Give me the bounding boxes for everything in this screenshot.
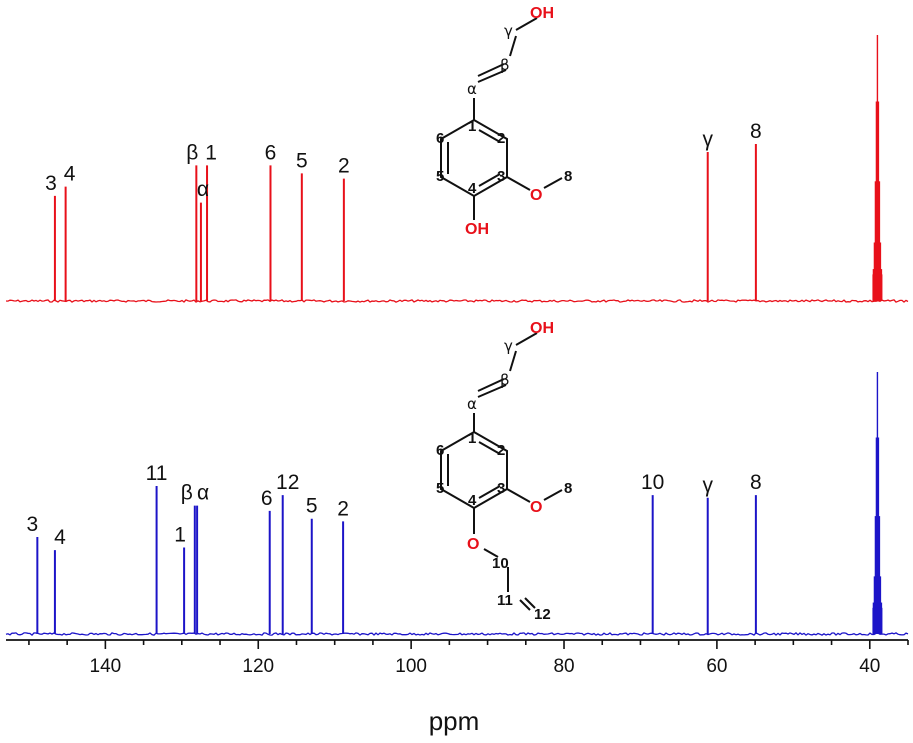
peak-label-bottom-11: γ — [702, 474, 713, 497]
peak-label-bottom-12: 8 — [750, 471, 762, 494]
structure-bottom-atom-beta: β — [500, 371, 510, 389]
structure-top-atom-6: 6 — [436, 130, 444, 147]
peak-label-bottom-2: 11 — [146, 462, 168, 485]
peak-label-top-7: 2 — [338, 155, 350, 178]
peak-label-bottom-5: α — [197, 482, 209, 505]
peak-label-bottom-9: 2 — [337, 497, 349, 520]
x-axis-title: ppm — [429, 706, 480, 736]
spectrum-baseline-top — [5, 299, 909, 303]
structure-top-atom-alpha: α — [467, 80, 477, 98]
peak-label-bottom-6: 6 — [261, 487, 273, 510]
peak-label-top-0: 3 — [45, 172, 57, 195]
spectrum-baseline-bottom — [5, 632, 909, 636]
x-tick-label: 140 — [90, 656, 122, 677]
peak-label-bottom-8: 5 — [306, 495, 318, 518]
structure-bottom-atom-o-ether: O — [467, 536, 479, 553]
structure-top-atom-beta: β — [500, 56, 510, 74]
peak-label-top-6: 5 — [296, 149, 308, 172]
structure-bottom-atom-10: 10 — [492, 555, 509, 572]
peak-label-bottom-1: 4 — [54, 526, 66, 549]
structure-top-atom-2: 2 — [497, 130, 505, 147]
structure-bottom-atom-6: 6 — [436, 442, 444, 459]
peak-label-bottom-10: 10 — [641, 471, 664, 494]
peak-label-top-8: γ — [702, 128, 713, 151]
structure-bottom-atom-o-methoxy: O — [530, 499, 542, 516]
peak-label-top-3: α — [197, 178, 209, 201]
solvent-peak-top — [872, 35, 883, 301]
structure-bottom-atom-5: 5 — [436, 480, 444, 497]
solvent-peak-bottom — [872, 372, 883, 634]
structure-bottom-atom-3: 3 — [497, 480, 505, 497]
x-tick-label: 60 — [706, 656, 727, 677]
structure-top: OH γ β α 1 2 3 4 5 6 O 8 OH — [436, 5, 572, 238]
peak-label-top-1: 4 — [64, 163, 76, 186]
structure-top-atom-oh-top: OH — [530, 5, 554, 22]
structure-top-atom-gamma: γ — [504, 22, 513, 40]
structure-bottom-atom-alpha: α — [467, 395, 477, 413]
peak-label-bottom-4: β — [181, 482, 193, 505]
peak-label-bottom-0: 3 — [26, 513, 38, 536]
spectra-layer — [5, 35, 909, 636]
structure-bottom-atom-11: 11 — [497, 592, 513, 609]
structure-top-atom-oh-bottom: OH — [465, 221, 489, 238]
structure-top-atom-1: 1 — [468, 118, 476, 135]
structure-top-atom-8: 8 — [564, 168, 572, 185]
structure-top-atom-o-methoxy: O — [530, 187, 542, 204]
x-tick-label: 40 — [859, 656, 880, 677]
peak-label-bottom-3: 1 — [174, 524, 186, 547]
peak-label-top-5: 6 — [265, 141, 277, 164]
peak-label-bottom-7: 12 — [276, 471, 299, 494]
peak-label-top-2: β — [186, 141, 198, 164]
x-axis: 140 120 100 80 60 40 — [6, 639, 909, 677]
structure-bottom-atom-oh-top: OH — [530, 320, 554, 337]
structure-bottom-atom-12: 12 — [534, 606, 551, 623]
structure-top-atom-3: 3 — [497, 168, 505, 185]
peak-label-top-4: 1 — [205, 141, 217, 164]
structure-bottom: OH γ β α 1 2 3 4 5 6 O 8 O 10 11 12 — [436, 320, 572, 623]
x-tick-label: 120 — [242, 656, 274, 677]
x-tick-label: 100 — [395, 656, 427, 677]
structure-top-atom-5: 5 — [436, 168, 444, 185]
structure-bottom-atom-8: 8 — [564, 480, 572, 497]
structure-top-atom-4: 4 — [468, 180, 477, 197]
structure-bottom-atom-2: 2 — [497, 442, 505, 459]
x-tick-label: 80 — [553, 656, 574, 677]
structure-bottom-atom-4: 4 — [468, 492, 477, 509]
structure-bottom-atom-1: 1 — [468, 430, 476, 447]
structure-bottom-atom-gamma: γ — [504, 337, 513, 355]
peak-label-top-9: 8 — [750, 120, 762, 143]
